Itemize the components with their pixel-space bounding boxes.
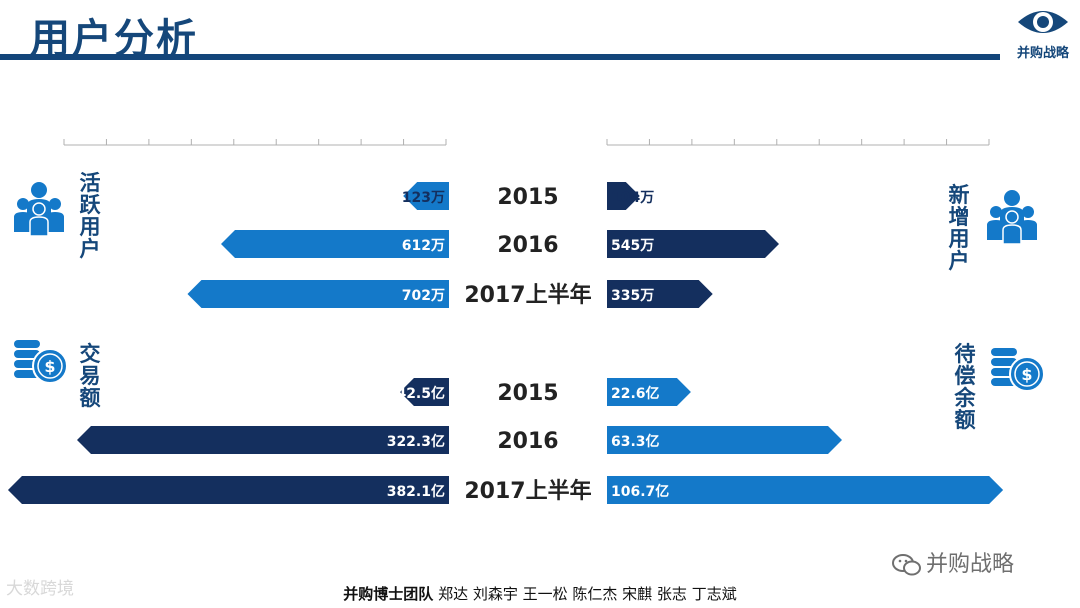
bar-right-1-1 [607, 426, 842, 454]
logo-text: 并购战略 [1016, 46, 1069, 61]
users-group-icon [12, 180, 66, 240]
footer-credits: 并购博士团队 郑达 刘森宇 王一松 陈仁杰 宋麒 张志 丁志斌 [0, 583, 1080, 604]
label-outstanding-balance: 待偿余额 [954, 342, 976, 432]
data-label-right: 104万 [611, 190, 654, 206]
bar-left-0-0 [403, 182, 449, 210]
label-new-users: 新增用户 [948, 183, 970, 273]
watermark-text: 并购战略 [926, 552, 1015, 577]
brand-logo: 并购战略 [1008, 4, 1078, 66]
category-label: 2015 [497, 185, 558, 210]
bar-right-0-1 [607, 230, 779, 258]
data-label-left: 123万 [402, 190, 445, 206]
data-label-left: 612万 [402, 238, 445, 254]
bar-left-1-2 [7, 476, 450, 504]
coins-dollar-icon: $ [989, 344, 1047, 398]
bar-right-0-2 [607, 280, 713, 308]
footer-team: 并购博士团队 [343, 585, 434, 603]
data-label-left: 382.1亿 [387, 483, 445, 500]
corner-watermark: 大数跨境 [6, 579, 74, 599]
bar-right-1-0 [607, 378, 691, 406]
category-label: 2016 [497, 429, 558, 454]
category-label: 2015 [497, 381, 558, 406]
coins-dollar-icon: $ [12, 336, 70, 390]
bar-left-0-2 [187, 280, 449, 308]
category-label: 2017上半年 [464, 478, 591, 504]
bar-left-0-1 [221, 230, 449, 258]
svg-text:$: $ [44, 357, 55, 376]
category-label: 2016 [497, 233, 558, 258]
users-group-icon [985, 188, 1039, 248]
title-underline [0, 54, 1000, 60]
svg-text:$: $ [1021, 365, 1032, 384]
footer-members: 郑达 刘森宇 王一松 陈仁杰 宋麒 张志 丁志斌 [438, 585, 737, 603]
bar-right-1-2 [607, 476, 1004, 504]
data-label-right: 22.6亿 [611, 385, 660, 402]
data-label-left: 322.3亿 [387, 433, 445, 450]
data-label-left: 42.5亿 [396, 385, 445, 402]
data-label-right: 106.7亿 [611, 483, 669, 500]
bar-left-1-0 [399, 378, 449, 406]
data-label-left: 702万 [402, 288, 445, 304]
wechat-icon [892, 554, 921, 576]
data-label-right: 335万 [611, 288, 654, 304]
bar-left-1-1 [77, 426, 449, 454]
label-active-users: 活跃用户 [79, 171, 101, 261]
category-label: 2017上半年 [464, 282, 591, 308]
wechat-watermark: 并购战略 [892, 546, 1014, 578]
data-label-right: 545万 [611, 238, 654, 254]
bar-right-0-0 [607, 182, 640, 210]
label-transaction-volume: 交易额 [79, 342, 101, 410]
eye-icon [1018, 11, 1068, 33]
data-label-right: 63.3亿 [611, 433, 660, 450]
